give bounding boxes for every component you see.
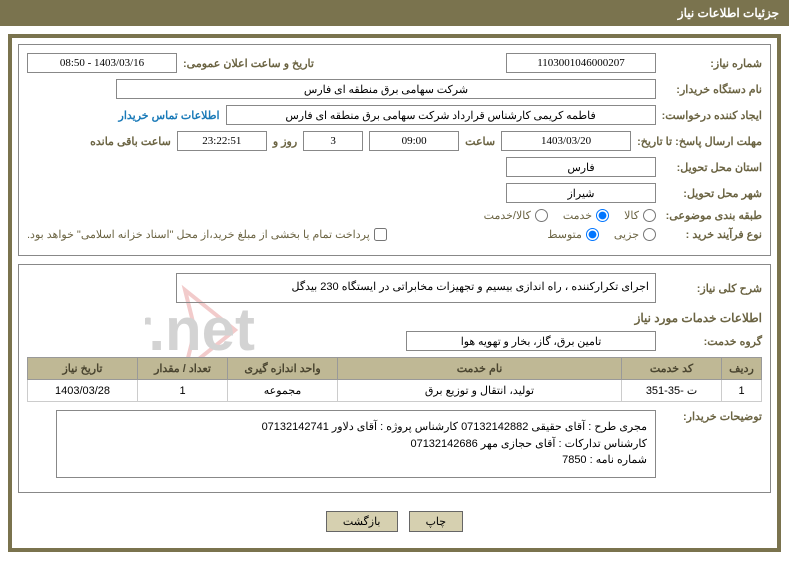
need-desc-box: اجرای تکرارکننده ، راه اندازی بیسیم و تج… xyxy=(176,273,656,303)
requester-label: ایجاد کننده درخواست: xyxy=(662,109,762,122)
payment-note: پرداخت تمام یا بخشی از مبلغ خرید،از محل … xyxy=(27,228,370,241)
th-code: کد خدمت xyxy=(622,358,722,380)
service-group-label: گروه خدمت: xyxy=(662,335,762,348)
radio-service[interactable] xyxy=(596,209,609,222)
th-qty: تعداد / مقدار xyxy=(138,358,228,380)
th-name: نام خدمت xyxy=(338,358,622,380)
days-remain-label: روز و xyxy=(273,135,297,148)
description-panel: شرح کلی نیاز: اجرای تکرارکننده ، راه اند… xyxy=(18,264,771,493)
buyer-notes-line3: شماره نامه : 7850 xyxy=(65,452,647,469)
subject-class-label: طبقه بندی موضوعی: xyxy=(662,209,762,222)
services-info-title: اطلاعات خدمات مورد نیاز xyxy=(27,311,762,325)
buyer-notes-label: توضیحات خریدار: xyxy=(662,410,762,423)
cell-code: ت -35-351 xyxy=(622,380,722,402)
table-header-row: ردیف کد خدمت نام خدمت واحد اندازه گیری ت… xyxy=(28,358,762,380)
buy-process-group: جزیی متوسط xyxy=(547,228,656,241)
th-row: ردیف xyxy=(722,358,762,380)
buyer-notes-box: مجری طرح : آقای حقیقی 07132142882 کارشنا… xyxy=(56,410,656,478)
cell-name: تولید، انتقال و توزیع برق xyxy=(338,380,622,402)
province-field xyxy=(506,157,656,177)
buyer-notes-line2: کارشناس تدارکات : آقای حجازی مهر 0713214… xyxy=(65,436,647,453)
buyer-contact-link[interactable]: اطلاعات تماس خریدار xyxy=(119,109,220,122)
announce-dt-field xyxy=(27,53,177,73)
buyer-org-label: نام دستگاه خریدار: xyxy=(662,83,762,96)
opt-goods[interactable]: کالا xyxy=(624,209,656,222)
details-panel: شماره نیاز: تاریخ و ساعت اعلان عمومی: نا… xyxy=(18,44,771,256)
page-header: جزئیات اطلاعات نیاز xyxy=(0,0,789,26)
city-label: شهر محل تحویل: xyxy=(662,187,762,200)
cell-idx: 1 xyxy=(722,380,762,402)
province-label: استان محل تحویل: xyxy=(662,161,762,174)
deadline-time-field xyxy=(369,131,459,151)
cell-unit: مجموعه xyxy=(228,380,338,402)
requester-field xyxy=(226,105,656,125)
time-label: ساعت xyxy=(465,135,495,148)
th-unit: واحد اندازه گیری xyxy=(228,358,338,380)
page-title: جزئیات اطلاعات نیاز xyxy=(678,6,779,20)
cell-date: 1403/03/28 xyxy=(28,380,138,402)
radio-goods[interactable] xyxy=(643,209,656,222)
button-row: چاپ بازگشت xyxy=(18,501,771,542)
radio-goods-service[interactable] xyxy=(535,209,548,222)
buyer-org-field xyxy=(116,79,656,99)
print-button[interactable]: چاپ xyxy=(409,511,464,532)
payment-note-item[interactable]: پرداخت تمام یا بخشی از مبلغ خرید،از محل … xyxy=(27,228,387,241)
cell-qty: 1 xyxy=(138,380,228,402)
need-desc-label: شرح کلی نیاز: xyxy=(662,282,762,295)
payment-checkbox[interactable] xyxy=(374,228,387,241)
opt-medium[interactable]: متوسط xyxy=(547,228,599,241)
subject-class-group: کالا خدمت کالا/خدمت xyxy=(484,209,656,222)
need-no-label: شماره نیاز: xyxy=(662,57,762,70)
opt-goods-service[interactable]: کالا/خدمت xyxy=(484,209,548,222)
city-field xyxy=(506,183,656,203)
days-remain-field xyxy=(303,131,363,151)
need-no-field xyxy=(506,53,656,73)
radio-partial[interactable] xyxy=(643,228,656,241)
radio-medium[interactable] xyxy=(586,228,599,241)
opt-partial[interactable]: جزیی xyxy=(614,228,656,241)
deadline-date-field xyxy=(501,131,631,151)
table-row: 1 ت -35-351 تولید، انتقال و توزیع برق مج… xyxy=(28,380,762,402)
service-group-field xyxy=(406,331,656,351)
th-date: تاریخ نیاز xyxy=(28,358,138,380)
announce-dt-label: تاریخ و ساعت اعلان عمومی: xyxy=(183,57,314,70)
deadline-label: مهلت ارسال پاسخ: تا تاریخ: xyxy=(637,135,762,148)
back-button[interactable]: بازگشت xyxy=(326,511,398,532)
opt-service[interactable]: خدمت xyxy=(563,209,609,222)
main-container: AriaTender.net شماره نیاز: تاریخ و ساعت … xyxy=(8,34,781,552)
buyer-notes-line1: مجری طرح : آقای حقیقی 07132142882 کارشنا… xyxy=(65,419,647,436)
remain-suffix: ساعت باقی مانده xyxy=(90,135,171,148)
services-table: ردیف کد خدمت نام خدمت واحد اندازه گیری ت… xyxy=(27,357,762,402)
buy-process-label: نوع فرآیند خرید : xyxy=(662,228,762,241)
countdown-field xyxy=(177,131,267,151)
